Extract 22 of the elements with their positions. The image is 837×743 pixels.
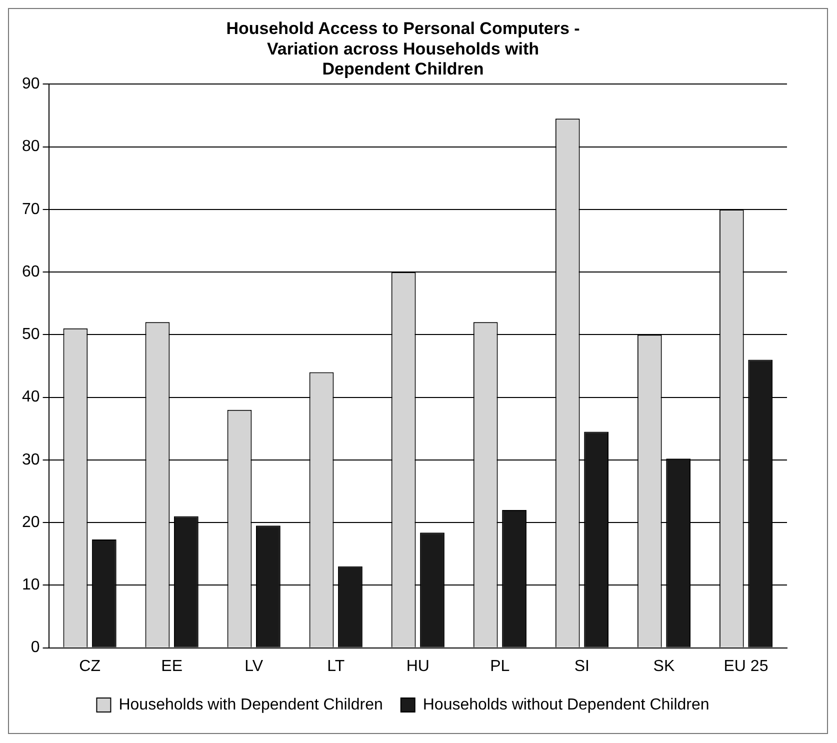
y-tick-label: 10 bbox=[22, 576, 40, 594]
y-tick-label: 20 bbox=[22, 514, 40, 531]
chart-title: Household Access to Personal Computers - Variation across Households with Dependent Children bbox=[226, 18, 580, 79]
legend-label: Households with Dependent Children bbox=[118, 696, 383, 714]
y-tick-label: 40 bbox=[22, 388, 40, 406]
x-tick-label: SI bbox=[574, 658, 590, 675]
x-tick-label: HU bbox=[406, 658, 430, 675]
y-tick-label: 0 bbox=[30, 639, 40, 656]
x-tick-label: CZ bbox=[79, 658, 101, 675]
x-tick-label: EE bbox=[161, 658, 183, 675]
x-tick-label: EU 25 bbox=[724, 658, 768, 675]
legend-label: Households without Dependent Children bbox=[422, 696, 710, 714]
x-tick-label: LV bbox=[244, 658, 264, 675]
y-tick-label: 30 bbox=[22, 451, 40, 468]
y-tick-label: 60 bbox=[22, 263, 40, 280]
x-tick-label: PL bbox=[490, 658, 510, 675]
y-tick-label: 80 bbox=[22, 138, 40, 156]
x-tick-label: SK bbox=[653, 658, 675, 675]
y-tick-label: 70 bbox=[22, 200, 40, 218]
y-tick-label: 50 bbox=[22, 326, 40, 344]
y-tick-label: 90 bbox=[22, 76, 40, 93]
x-tick-label: LT bbox=[327, 658, 345, 675]
